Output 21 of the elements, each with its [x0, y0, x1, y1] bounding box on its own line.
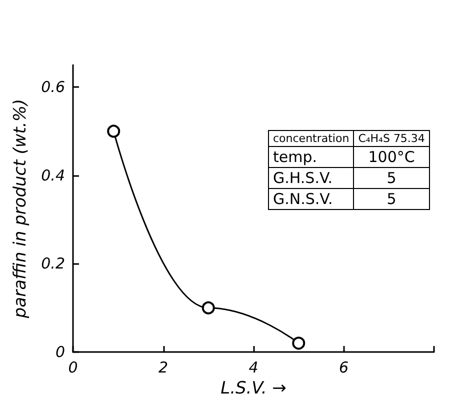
y-axis-title: paraffin in product (wt.%)	[10, 98, 30, 320]
annotation: C₄H₄S 75.34	[354, 130, 430, 146]
x-axis-title: L.S.V. →	[220, 378, 286, 398]
annotation: 100°C	[354, 146, 430, 168]
y-tick-label: 0.6	[41, 78, 65, 96]
annotation: temp.	[268, 146, 354, 168]
x-tick-label: 0	[68, 358, 78, 376]
annotation: G.N.S.V.	[268, 188, 354, 210]
x-tick-label: 2	[158, 358, 168, 376]
point	[292, 336, 306, 350]
annotation: G.H.S.V.	[268, 168, 354, 188]
point	[107, 124, 120, 138]
annotation: 5	[354, 188, 430, 210]
y-tick-label: 0.2	[41, 254, 65, 273]
y-tick-label: 0	[55, 343, 65, 361]
x-tick-label: 4	[248, 358, 258, 376]
point	[202, 301, 215, 314]
annotation: 5	[354, 168, 430, 188]
y-tick-label: 0.4	[41, 166, 65, 184]
annotation: concentration	[268, 130, 354, 146]
x-tick-label: 6	[338, 358, 349, 376]
